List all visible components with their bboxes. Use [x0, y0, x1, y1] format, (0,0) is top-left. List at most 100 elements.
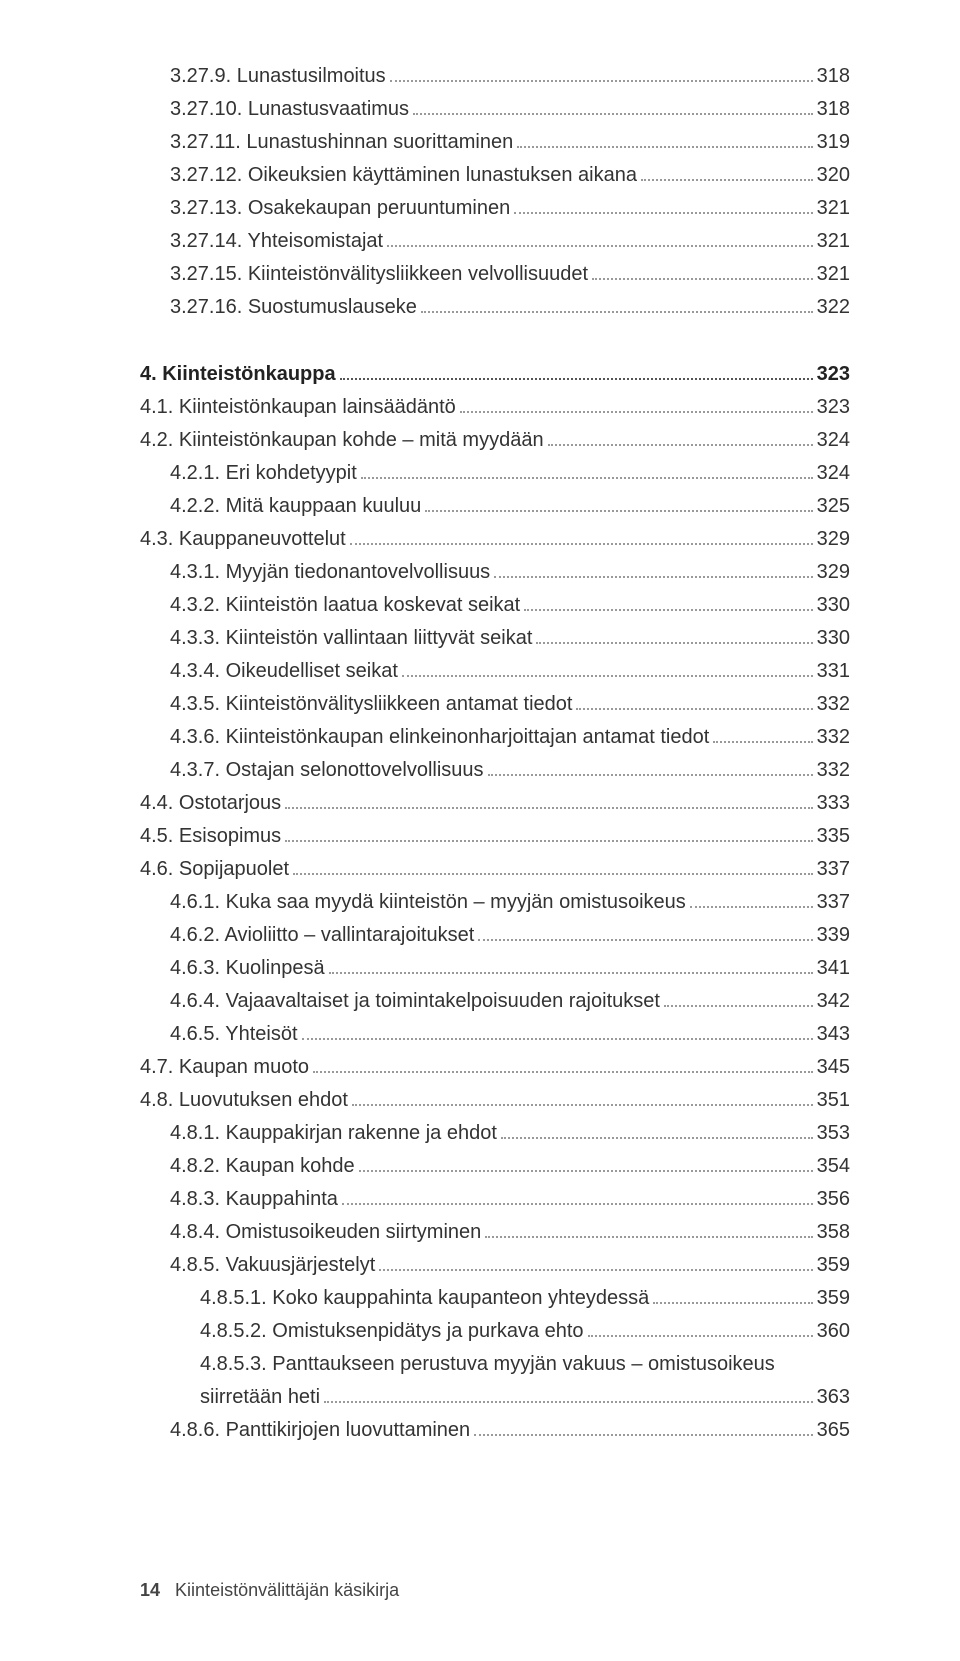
toc-entry: 4.8.5.1. Koko kauppahinta kaupanteon yht…: [140, 1282, 850, 1315]
toc-entry: 3.27.13. Osakekaupan peruuntuminen321: [140, 192, 850, 225]
toc-entry: 4.3.5. Kiinteistönvälitysliikkeen antama…: [140, 688, 850, 721]
toc-label: 4.8.5.3. Panttaukseen perustuva myyjän v…: [200, 1348, 775, 1381]
toc-leader: [690, 906, 813, 908]
toc-leader: [402, 675, 813, 677]
toc-entry: 4.5. Esisopimus335: [140, 820, 850, 853]
toc-label: 4.2. Kiinteistönkaupan kohde – mitä myyd…: [140, 424, 544, 457]
toc-leader: [285, 840, 812, 842]
toc-page: 321: [817, 192, 850, 225]
toc-entry: 3.27.9. Lunastusilmoitus 318: [140, 60, 850, 93]
toc-label: 3.27.15. Kiinteistönvälitysliikkeen velv…: [170, 258, 588, 291]
toc-page: 360: [817, 1315, 850, 1348]
toc-entry: 4.6.2. Avioliitto – vallintarajoitukset 3…: [140, 919, 850, 952]
toc-label: 3.27.12. Oikeuksien käyttäminen lunastuk…: [170, 159, 637, 192]
toc-page: 365: [817, 1414, 850, 1447]
toc-label: 4.5. Esisopimus: [140, 820, 281, 853]
toc-entry: 3.27.12. Oikeuksien käyttäminen lunastuk…: [140, 159, 850, 192]
toc-page: 329: [817, 556, 850, 589]
toc-entry: 4. Kiinteistönkauppa323: [140, 358, 850, 391]
toc-label: 4.2.1. Eri kohdetyypit: [170, 457, 357, 490]
toc-leader: [421, 311, 813, 313]
toc-label: 4.8. Luovutuksen ehdot: [140, 1084, 348, 1117]
toc-page: 329: [817, 523, 850, 556]
toc-label: 4.6.3. Kuolinpesä: [170, 952, 325, 985]
toc-page: 324: [817, 424, 850, 457]
toc-page: 318: [817, 60, 850, 93]
toc-entry: 4.6.4. Vajaavaltaiset ja toimintakelpois…: [140, 985, 850, 1018]
toc-label: 4.8.1. Kauppakirjan rakenne ja ehdot: [170, 1117, 497, 1150]
toc-page: 319: [817, 126, 850, 159]
toc-leader: [425, 510, 812, 512]
toc-label: 4.8.5. Vakuusjärjestelyt: [170, 1249, 375, 1282]
toc-leader: [352, 1104, 813, 1106]
toc-page: 359: [817, 1282, 850, 1315]
toc-entry: 4.1. Kiinteistönkaupan lainsäädäntö323: [140, 391, 850, 424]
toc-label: 4.3.3. Kiinteistön vallintaan liittyvät …: [170, 622, 532, 655]
toc-leader: [361, 477, 813, 479]
toc-entry: 4.7. Kaupan muoto 345: [140, 1051, 850, 1084]
page-number: 14: [140, 1580, 160, 1600]
toc-label: 4.6. Sopijapuolet: [140, 853, 289, 886]
toc-label: 4.8.5.2. Omistuksenpidätys ja purkava eh…: [200, 1315, 584, 1348]
toc-label: 4.3.6. Kiinteistönkaupan elinkeinonharjo…: [170, 721, 709, 754]
toc-label: siirretään heti: [200, 1381, 320, 1414]
toc-label: 4.3. Kauppaneuvottelut: [140, 523, 346, 556]
toc-leader: [524, 609, 812, 611]
toc-page: 332: [817, 721, 850, 754]
toc-page: 337: [817, 886, 850, 919]
toc-label: 4.8.2. Kaupan kohde: [170, 1150, 355, 1183]
toc-leader: [517, 146, 812, 148]
toc-entry: 4.8.1. Kauppakirjan rakenne ja ehdot353: [140, 1117, 850, 1150]
toc-entry: 4.2.1. Eri kohdetyypit324: [140, 457, 850, 490]
toc-leader: [592, 278, 813, 280]
toc-label: 3.27.9. Lunastusilmoitus: [170, 60, 386, 93]
toc-label: 4.7. Kaupan muoto: [140, 1051, 309, 1084]
toc-page: 345: [817, 1051, 850, 1084]
toc-entry: 4.3.3. Kiinteistön vallintaan liittyvät …: [140, 622, 850, 655]
toc-label: 4.3.5. Kiinteistönvälitysliikkeen antama…: [170, 688, 572, 721]
toc-label: 4.6.5. Yhteisöt: [170, 1018, 298, 1051]
toc-entry: 4.8. Luovutuksen ehdot351: [140, 1084, 850, 1117]
toc-page: 337: [817, 853, 850, 886]
toc-page: 332: [817, 688, 850, 721]
toc-leader: [285, 807, 812, 809]
toc-leader: [485, 1236, 812, 1238]
toc-label: 4.6.2. Avioliitto – vallintarajoitukset: [170, 919, 474, 952]
toc-page: 331: [817, 655, 850, 688]
toc-leader: [342, 1203, 813, 1205]
toc-entry: 3.27.15. Kiinteistönvälitysliikkeen velv…: [140, 258, 850, 291]
book-title: Kiinteistönvälittäjän käsikirja: [175, 1580, 399, 1600]
toc-page: 323: [817, 358, 850, 391]
toc-label: 4.3.1. Myyjän tiedonantovelvollisuus: [170, 556, 490, 589]
toc-leader: [379, 1269, 812, 1271]
toc-page: 323: [817, 391, 850, 424]
toc-page: 339: [817, 919, 850, 952]
toc-label: 3.27.16. Suostumuslauseke: [170, 291, 417, 324]
toc-page: 363: [817, 1381, 850, 1414]
toc-page: 333: [817, 787, 850, 820]
toc-leader: [460, 411, 813, 413]
toc-page: 330: [817, 622, 850, 655]
toc-leader: [514, 212, 812, 214]
toc-leader: [313, 1071, 813, 1073]
toc-label: 4.8.6. Panttikirjojen luovuttaminen: [170, 1414, 470, 1447]
toc-page: 325: [817, 490, 850, 523]
toc-page: 354: [817, 1150, 850, 1183]
toc-leader: [478, 939, 812, 941]
toc-leader: [588, 1335, 813, 1337]
toc-entry: 4.2.2. Mitä kauppaan kuuluu325: [140, 490, 850, 523]
toc-leader: [293, 873, 813, 875]
toc-label: 4.3.2. Kiinteistön laatua koskevat seika…: [170, 589, 520, 622]
toc-page: 318: [817, 93, 850, 126]
toc-page: 358: [817, 1216, 850, 1249]
toc-page: 332: [817, 754, 850, 787]
toc-page: 330: [817, 589, 850, 622]
toc-leader: [548, 444, 813, 446]
toc-leader: [501, 1137, 813, 1139]
toc-entry: 4.6.5. Yhteisöt343: [140, 1018, 850, 1051]
toc-entry: 4.3.2. Kiinteistön laatua koskevat seika…: [140, 589, 850, 622]
toc-entry: 4.6. Sopijapuolet 337: [140, 853, 850, 886]
toc-leader: [641, 179, 813, 181]
toc-entry: 3.27.14. Yhteisomistajat321: [140, 225, 850, 258]
toc-entry-continuation: siirretään heti 363: [140, 1381, 850, 1414]
